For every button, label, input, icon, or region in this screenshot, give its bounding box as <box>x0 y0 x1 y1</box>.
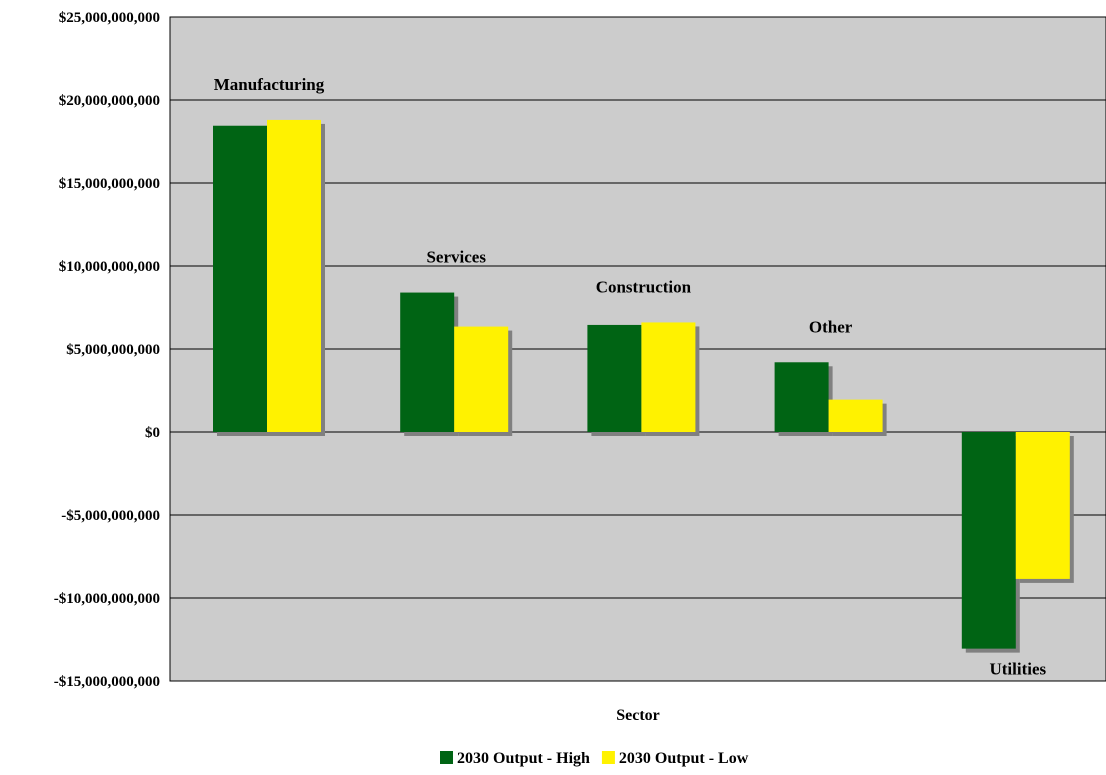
gridlines <box>170 99 1106 599</box>
y-tick-label: $20,000,000,000 <box>59 93 160 109</box>
bar-construction-high <box>587 324 642 432</box>
legend-label-low: 2030 Output - Low <box>619 750 749 767</box>
category-label-manufacturing: Manufacturing <box>214 75 325 94</box>
bar-manufacturing-low <box>267 119 321 433</box>
y-tick-label: $15,000,000,000 <box>59 176 160 192</box>
y-tick-label: -$5,000,000,000 <box>61 508 160 524</box>
y-tick-label: -$15,000,000,000 <box>54 674 160 690</box>
category-label-construction: Construction <box>596 277 692 296</box>
bar-construction-low <box>641 322 696 432</box>
y-axis-tick-labels: -$15,000,000,000 -$10,000,000,000 -$5,000,… <box>54 10 160 690</box>
category-label-utilities: Utilities <box>989 660 1046 679</box>
category-label-other: Other <box>809 317 853 336</box>
bar-other-low <box>828 399 883 432</box>
bar-manufacturing-high <box>213 125 267 432</box>
y-tick-label: -$10,000,000,000 <box>54 591 160 607</box>
y-tick-label: $10,000,000,000 <box>59 259 160 275</box>
bar-services-low <box>454 326 509 432</box>
legend: 2030 Output - High 2030 Output - Low <box>440 750 749 767</box>
y-tick-label: $25,000,000,000 <box>59 10 160 26</box>
legend-swatch-high <box>440 751 453 764</box>
legend-swatch-low <box>601 751 615 764</box>
x-axis-title: Sector <box>616 707 660 724</box>
y-tick-label: $5,000,000,000 <box>66 342 160 358</box>
bar-utilities-high <box>961 432 1016 649</box>
category-labels: Manufacturing Services Construction Other Ut… <box>214 75 1047 679</box>
bar-services-high <box>400 292 455 432</box>
bar-utilities-low <box>1015 432 1070 579</box>
bar-other-high <box>774 362 829 432</box>
bars <box>213 119 1074 653</box>
category-label-services: Services <box>426 248 486 267</box>
y-tick-label: $0 <box>145 425 160 441</box>
legend-label-high: 2030 Output - High <box>457 750 590 767</box>
